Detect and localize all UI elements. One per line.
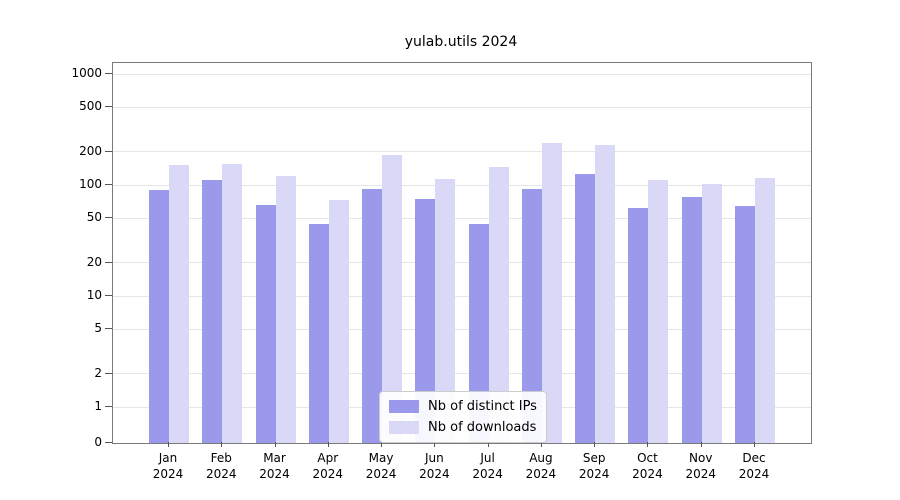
y-tick-mark <box>105 442 112 443</box>
x-tick-label: Nov 2024 <box>685 451 716 481</box>
legend-label-distinct-ips: Nb of distinct IPs <box>428 399 537 414</box>
bar-distinct-ips <box>735 205 755 443</box>
x-tick-mark <box>434 442 436 447</box>
x-tick-label: Dec 2024 <box>738 451 770 481</box>
x-tick-label: May 2024 <box>365 451 397 481</box>
x-tick-mark <box>754 442 755 447</box>
plot-area: Nb of distinct IPs Nb of downloads <box>112 62 812 444</box>
y-tick-mark <box>105 106 112 108</box>
y-tick-mark <box>105 217 112 219</box>
gridline <box>113 295 811 297</box>
x-tick-label: Apr 2024 <box>312 451 344 481</box>
bar-distinct-ips <box>681 196 702 443</box>
y-tick-label: 50 <box>86 210 102 225</box>
x-tick-label: Oct 2024 <box>632 451 663 481</box>
gridline <box>113 328 811 330</box>
legend-label-downloads: Nb of downloads <box>428 420 537 435</box>
y-tick-mark <box>105 295 112 296</box>
x-tick-label: Sep 2024 <box>578 451 610 481</box>
x-tick-label: Aug 2024 <box>525 451 557 481</box>
bar-downloads <box>648 179 669 443</box>
bar-downloads <box>275 176 296 443</box>
x-tick-mark <box>327 442 329 447</box>
bar-downloads <box>701 184 722 443</box>
bar-distinct-ips <box>149 190 169 443</box>
y-tick-label: 100 <box>79 177 102 191</box>
y-tick-label: 20 <box>86 254 102 269</box>
bar-downloads <box>169 165 189 443</box>
y-tick-label: 0 <box>94 435 102 449</box>
x-tick-label: Jul 2024 <box>472 451 503 481</box>
y-tick-mark <box>105 372 112 374</box>
bar-downloads <box>328 199 349 443</box>
x-tick-mark <box>168 442 169 447</box>
bar-distinct-ips <box>362 189 383 443</box>
gridline <box>113 262 811 264</box>
x-tick-mark <box>594 442 596 447</box>
x-tick-mark <box>700 442 702 447</box>
x-tick-mark <box>221 442 223 447</box>
gridline <box>113 184 811 186</box>
legend-swatch-downloads <box>389 421 419 434</box>
legend: Nb of distinct IPs Nb of downloads <box>379 391 547 443</box>
x-tick-mark <box>381 442 383 447</box>
bar-downloads <box>222 163 243 443</box>
gridline <box>113 73 811 75</box>
bar-downloads <box>488 167 509 443</box>
x-tick-label: Feb 2024 <box>205 451 237 481</box>
x-tick-label: Jun 2024 <box>419 451 450 481</box>
legend-item-downloads: Nb of downloads <box>389 420 537 435</box>
y-tick-label: 5 <box>94 321 102 336</box>
bar-downloads <box>595 145 616 443</box>
x-tick-label: Jan 2024 <box>152 451 184 481</box>
x-tick-mark <box>647 442 649 447</box>
gridline <box>113 106 811 108</box>
legend-swatch-distinct-ips <box>389 400 419 413</box>
bar-distinct-ips <box>521 188 542 443</box>
x-tick-mark <box>540 442 542 447</box>
bar-distinct-ips <box>202 180 223 443</box>
legend-item-distinct-ips: Nb of distinct IPs <box>389 399 537 414</box>
x-tick-mark <box>487 442 489 447</box>
y-tick-mark <box>105 73 112 74</box>
bar-distinct-ips <box>415 198 436 443</box>
bar-distinct-ips <box>468 223 489 443</box>
y-tick-label: 10 <box>86 288 102 302</box>
y-tick-mark <box>105 184 112 185</box>
y-tick-label: 2 <box>94 365 102 380</box>
y-tick-mark <box>105 328 112 330</box>
y-tick-mark <box>105 406 112 407</box>
bar-downloads <box>755 178 775 443</box>
gridline <box>113 217 811 219</box>
bar-distinct-ips <box>255 205 276 443</box>
bar-distinct-ips <box>575 174 596 443</box>
x-tick-mark <box>274 442 276 447</box>
bar-downloads <box>435 179 456 443</box>
gridline <box>113 373 811 375</box>
bar-distinct-ips <box>308 223 329 443</box>
y-tick-label: 500 <box>79 99 102 114</box>
y-tick-mark <box>105 150 112 152</box>
x-tick-label: Mar 2024 <box>259 451 290 481</box>
bar-downloads <box>541 142 562 443</box>
y-tick-label: 200 <box>79 143 102 158</box>
bar-downloads <box>382 155 403 443</box>
bar-distinct-ips <box>628 208 649 443</box>
chart-title: yulab.utils 2024 <box>404 34 518 50</box>
y-tick-label: 1000 <box>71 66 102 80</box>
gridline <box>113 151 811 153</box>
y-tick-label: 1 <box>94 399 102 413</box>
y-tick-mark <box>105 261 112 263</box>
